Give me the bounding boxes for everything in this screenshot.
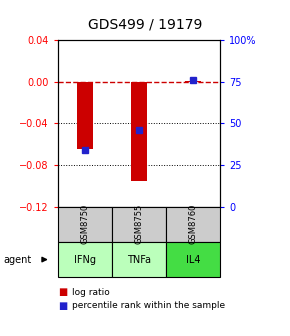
Text: percentile rank within the sample: percentile rank within the sample [72,301,226,310]
Text: agent: agent [3,255,31,264]
Bar [77,82,93,150]
Text: IFNg: IFNg [74,255,96,264]
Text: GSM8760: GSM8760 [189,204,198,245]
Text: ■: ■ [58,287,67,297]
Text: IL4: IL4 [186,255,201,264]
Text: ■: ■ [58,301,67,311]
Text: log ratio: log ratio [72,288,110,297]
Text: GDS499 / 19179: GDS499 / 19179 [88,18,202,32]
Bar [131,82,147,181]
Text: TNFa: TNFa [127,255,151,264]
Bar [185,81,202,82]
Text: GSM8755: GSM8755 [135,204,144,244]
Text: GSM8750: GSM8750 [81,204,90,244]
